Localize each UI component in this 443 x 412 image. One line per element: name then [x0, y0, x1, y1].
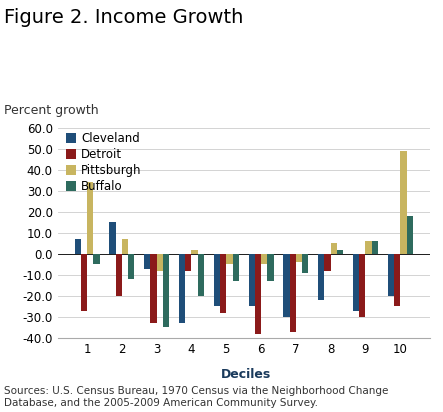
Bar: [261, 254, 267, 265]
Bar: [330, 243, 337, 254]
Bar: [365, 241, 372, 254]
Bar: [226, 254, 233, 265]
Bar: [290, 254, 296, 332]
Bar: [255, 254, 261, 334]
Bar: [407, 216, 413, 254]
Bar: [157, 254, 163, 271]
Bar: [109, 222, 116, 254]
Legend: Cleveland, Detroit, Pittsburgh, Buffalo: Cleveland, Detroit, Pittsburgh, Buffalo: [63, 129, 144, 195]
Bar: [388, 254, 394, 296]
Bar: [93, 254, 100, 265]
Bar: [163, 254, 169, 328]
Bar: [284, 254, 290, 317]
Bar: [128, 254, 134, 279]
Bar: [220, 254, 226, 313]
Bar: [185, 254, 191, 271]
Bar: [87, 183, 93, 254]
Bar: [394, 254, 400, 307]
Text: Figure 2. Income Growth: Figure 2. Income Growth: [4, 8, 244, 27]
Bar: [233, 254, 239, 281]
Bar: [318, 254, 324, 300]
Bar: [116, 254, 122, 296]
Bar: [267, 254, 274, 281]
Bar: [122, 239, 128, 254]
Bar: [296, 254, 302, 262]
Bar: [249, 254, 255, 307]
Bar: [191, 250, 198, 254]
Bar: [302, 254, 308, 273]
Bar: [353, 254, 359, 311]
Bar: [400, 151, 407, 254]
Bar: [359, 254, 365, 317]
Bar: [150, 254, 157, 323]
Text: Sources: U.S. Census Bureau, 1970 Census via the Neighborhood Change
Database, a: Sources: U.S. Census Bureau, 1970 Census…: [4, 386, 389, 408]
Bar: [198, 254, 204, 296]
Bar: [144, 254, 150, 269]
Bar: [81, 254, 87, 311]
Bar: [337, 250, 343, 254]
Text: Deciles: Deciles: [221, 368, 271, 382]
Bar: [74, 239, 81, 254]
Bar: [214, 254, 220, 307]
Bar: [372, 241, 378, 254]
Bar: [179, 254, 185, 323]
Bar: [324, 254, 330, 271]
Text: Percent growth: Percent growth: [4, 104, 99, 117]
